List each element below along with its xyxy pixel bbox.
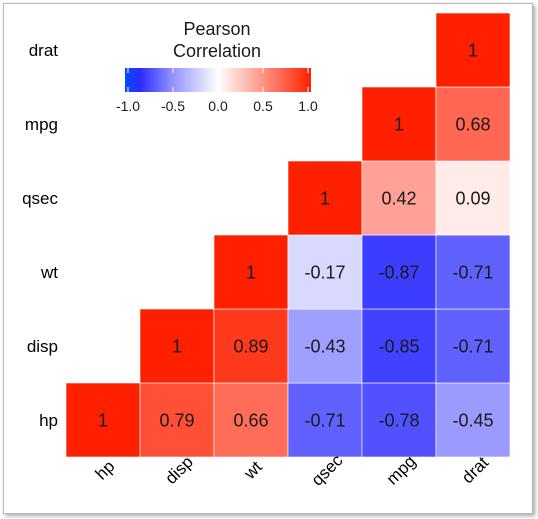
- heatmap-cells: 1 0.79 0.66 -0.71 -0.78 -0.45 1 0.89 -0.43 -0.85 -…: [65, 12, 511, 458]
- y-tick-label: hp: [39, 411, 58, 430]
- heatmap-cell: [213, 308, 289, 384]
- cell-value-label: 0.42: [381, 189, 416, 209]
- heatmap-cell: [435, 160, 511, 236]
- cell-value-label: -0.78: [378, 411, 419, 431]
- plot-frame: 1 0.79 0.66 -0.71 -0.78 -0.45 1 0.89 -0.43 -0.85 -…: [3, 3, 533, 514]
- cell-value-label: 0.89: [233, 337, 268, 357]
- cell-value-label: -0.17: [304, 263, 345, 283]
- cell-value-label: -0.87: [378, 263, 419, 283]
- legend-title-line-1: Pearson: [183, 19, 250, 39]
- heatmap-cell: [287, 382, 363, 458]
- cell-value-label: -0.45: [452, 411, 493, 431]
- y-tick-label: drat: [29, 41, 59, 60]
- cell-value-label: -0.71: [452, 337, 493, 357]
- cell-value-label: 0.09: [455, 189, 490, 209]
- x-tick-label: disp: [161, 452, 196, 487]
- y-tick-label: disp: [27, 337, 58, 356]
- color-legend: Pearson Correlation -1.0 -0.5 0.0 0.5 1.0: [116, 19, 318, 114]
- legend-tick-label: 0.5: [253, 98, 273, 114]
- x-tick-label: wt: [240, 457, 266, 483]
- heatmap-cell: [287, 160, 363, 236]
- heatmap-cell: [213, 234, 289, 310]
- y-tick-label: qsec: [22, 189, 58, 208]
- x-tick-label: drat: [458, 453, 492, 487]
- cell-value-label: 1: [98, 411, 108, 431]
- cell-value-label: 1: [394, 115, 404, 135]
- heatmap-cell: [361, 234, 437, 310]
- legend-title-line-2: Correlation: [173, 41, 261, 61]
- cell-value-label: 1: [172, 337, 182, 357]
- cell-value-label: 0.68: [455, 115, 490, 135]
- correlation-heatmap: 1 0.79 0.66 -0.71 -0.78 -0.45 1 0.89 -0.43 -0.85 -…: [22, 12, 511, 490]
- cell-value-label: 0.79: [159, 411, 194, 431]
- heatmap-cell: [139, 308, 215, 384]
- cell-value-label: -0.85: [378, 337, 419, 357]
- heatmap-cell: [435, 234, 511, 310]
- heatmap-cell: [435, 12, 511, 88]
- y-axis: hp disp wt qsec mpg drat: [22, 41, 58, 430]
- heatmap-cell: [65, 382, 141, 458]
- cell-value-label: -0.71: [304, 411, 345, 431]
- heatmap-cell: [435, 308, 511, 384]
- heatmap-cell: [287, 234, 363, 310]
- heatmap-cell: [139, 382, 215, 458]
- heatmap-cell: [435, 382, 511, 458]
- cell-value-label: -0.43: [304, 337, 345, 357]
- x-tick-label: hp: [92, 457, 119, 484]
- cell-value-label: 0.66: [233, 411, 268, 431]
- heatmap-cell: [287, 308, 363, 384]
- legend-tick-label: -1.0: [116, 98, 140, 114]
- legend-tick-label: 1.0: [298, 98, 318, 114]
- heatmap-cell: [213, 382, 289, 458]
- heatmap-cell: [435, 86, 511, 162]
- legend-tick-label: 0.0: [208, 98, 228, 114]
- legend-tick-label: -0.5: [161, 98, 185, 114]
- cell-value-label: 1: [246, 263, 256, 283]
- cell-value-label: 1: [468, 41, 478, 61]
- cell-value-label: -0.71: [452, 263, 493, 283]
- heatmap-cell: [361, 382, 437, 458]
- heatmap-cell: [361, 86, 437, 162]
- y-tick-label: mpg: [25, 115, 58, 134]
- cell-value-label: 1: [320, 189, 330, 209]
- heatmap-cell: [361, 160, 437, 236]
- heatmap-cell: [361, 308, 437, 384]
- y-tick-label: wt: [40, 263, 58, 282]
